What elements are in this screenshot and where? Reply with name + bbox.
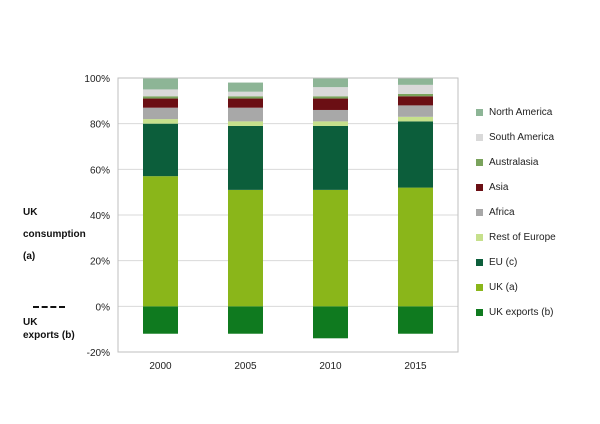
bar-segment [143,306,178,334]
bar-segment [398,96,433,106]
legend-item: Asia [476,175,596,200]
x-tick-label: 2015 [404,361,427,372]
exports-label: UK exports (b) [23,316,75,342]
bar-segment [228,107,263,122]
x-tick-labels: 2000 2005 2010 2015 [149,361,427,372]
bar-segment [398,84,433,94]
bar-segment [313,306,348,339]
bar-segment [313,98,348,110]
bar-segment [398,121,433,188]
legend-swatch [476,209,483,216]
legend-swatch [476,259,483,266]
y-tick-label: -20% [87,348,110,359]
legend-item: North America [476,100,596,125]
bar-segment [143,96,178,99]
bar-segment [143,119,178,124]
legend-item: EU (c) [476,250,596,275]
legend-item: Australasia [476,150,596,175]
legend-swatch [476,309,483,316]
bar-segment [398,93,433,97]
x-tick-label: 2005 [234,361,257,372]
bar-segment [228,98,263,108]
bar-segment [398,116,433,122]
bar-segment [313,109,348,122]
bar-segment [228,121,263,126]
legend-swatch [476,134,483,141]
bar-segment [228,82,263,92]
legend-label: North America [489,107,553,118]
legend-label: Africa [489,207,515,218]
legend-item: Rest of Europe [476,225,596,250]
bar-segment [143,89,178,97]
y-tick-label: 0% [96,302,111,313]
y-tick-label: 20% [90,257,110,268]
bar-segment [143,176,178,307]
y-tick-label: 60% [90,165,110,176]
y-tick-label: 80% [90,120,110,131]
consumption-label-line2: consumption [23,229,86,240]
bar-segment [313,121,348,126]
consumption-label: UK consumption (a) [23,206,86,263]
bar-segment [143,123,178,177]
bar-segment [228,306,263,334]
bar-segment [313,87,348,97]
bar-segment [228,125,263,190]
bar-segment [398,105,433,117]
y-tick-labels: -20% 0% 20% 40% 60% 80% 100% [84,74,110,359]
legend-label: Asia [489,182,509,193]
bar-segment [398,187,433,307]
legend-swatch [476,284,483,291]
legend-item: UK exports (b) [476,300,596,325]
legend-item: South America [476,125,596,150]
bar-segment [228,96,263,99]
bar-segment [143,107,178,120]
exports-label-line1: UK [23,317,38,328]
bars [143,78,433,339]
y-tick-label: 40% [90,211,110,222]
legend-label: UK (a) [489,282,518,293]
bar-segment [228,91,263,97]
legend-swatch [476,184,483,191]
bar-segment [313,125,348,190]
consumption-label-line3: (a) [23,251,36,262]
legend-label: EU (c) [489,257,518,268]
legend-swatch [476,234,483,241]
legend-label: South America [489,132,555,143]
bar-segment [143,98,178,108]
bar-segment [398,306,433,334]
bar-segment [313,78,348,88]
x-tick-label: 2010 [319,361,342,372]
bar-segment [228,189,263,307]
legend-swatch [476,159,483,166]
legend-label: Rest of Europe [489,232,556,243]
legend-label: Australasia [489,157,539,168]
legend-swatch [476,109,483,116]
plot-frame [117,77,459,353]
legend: North America South America Australasia Asi… [476,100,596,325]
exports-label-line2: exports (b) [23,330,75,341]
legend-item: UK (a) [476,275,596,300]
legend-item: Africa [476,200,596,225]
legend-label: UK exports (b) [489,307,554,318]
bar-segment [398,78,433,85]
x-tick-label: 2000 [149,361,172,372]
bar-segment [313,189,348,307]
bar-segment [313,96,348,99]
zero-dashed-marker [33,306,65,308]
consumption-label-line1: UK [23,207,38,218]
bar-segment [143,78,178,90]
y-tick-label: 100% [84,74,110,85]
